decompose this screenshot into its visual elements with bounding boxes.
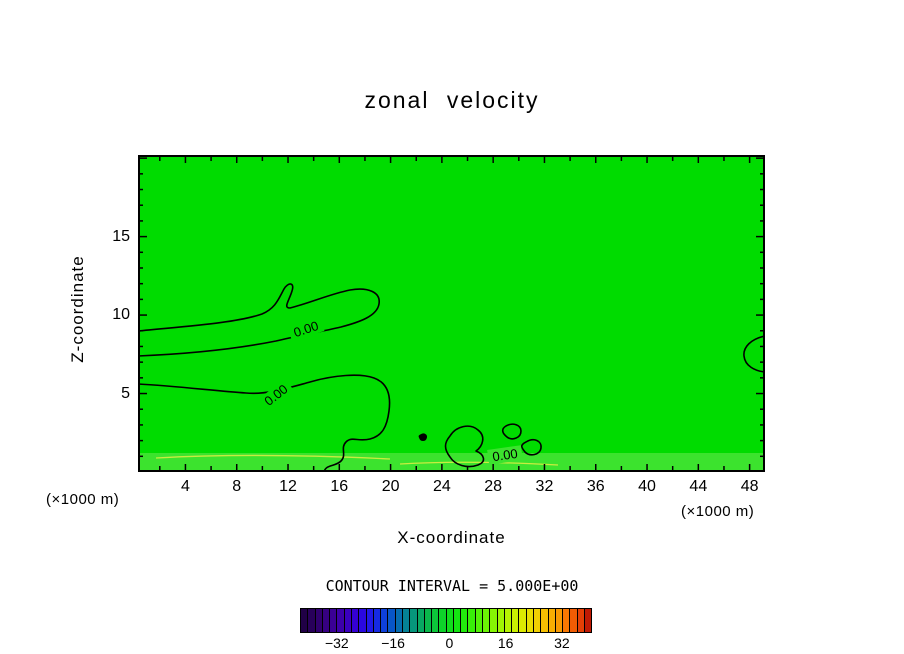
x-tick-label: 40 <box>638 478 656 495</box>
colorbar-segment <box>337 609 344 632</box>
contour-interval-text: CONTOUR INTERVAL = 5.000E+00 <box>325 577 579 595</box>
y-axis-units: (×1000 m) <box>46 491 120 508</box>
x-tick-label: 8 <box>232 478 242 495</box>
x-tick-label: 16 <box>330 478 349 495</box>
colorbar-segment <box>570 609 577 632</box>
colorbar-segment <box>395 609 402 632</box>
colorbar-segment <box>504 609 512 632</box>
colorbar-segment <box>351 609 359 632</box>
colorbar-tick-label: −32 <box>324 635 349 651</box>
x-tick-label: 36 <box>586 478 605 495</box>
x-tick-label: 20 <box>381 478 400 495</box>
x-tick-label: 4 <box>180 478 190 495</box>
colorbar-segment <box>417 609 424 632</box>
colorbar-segment <box>577 609 584 632</box>
colorbar-segment <box>373 609 381 632</box>
x-tick-label: 24 <box>432 478 451 495</box>
colorbar-segment <box>453 609 461 632</box>
colorbar-segment <box>512 609 519 632</box>
colorbar-segment <box>366 609 373 632</box>
colorbar-tick-label: 0 <box>445 635 454 651</box>
colorbar-segment <box>490 609 497 632</box>
colorbar-segment <box>381 609 388 632</box>
y-tick-label: 5 <box>121 384 130 402</box>
colorbar-segment <box>563 609 570 632</box>
colorbar-segment <box>359 609 366 632</box>
colorbar-segment <box>388 609 395 632</box>
colorbar-segment <box>584 609 592 632</box>
colorbar-segment <box>446 609 453 632</box>
x-axis-units: (×1000 m) <box>681 503 755 520</box>
x-tick-label: 48 <box>740 478 759 495</box>
y-axis-tick-labels: 5 10 15 <box>0 155 130 472</box>
colorbar-segment <box>330 609 337 632</box>
contour-plot: 0.000.000.00 <box>138 155 765 472</box>
colorbar-segment <box>548 609 555 632</box>
colorbar-segment <box>424 609 432 632</box>
chart-title: zonal velocity <box>364 87 540 113</box>
colorbar-segment <box>497 609 504 632</box>
x-tick-label: 32 <box>535 478 554 495</box>
colorbar-segment <box>322 609 330 632</box>
colorbar-segment <box>519 609 526 632</box>
colorbar-segment <box>461 609 468 632</box>
colorbar-segment <box>475 609 483 632</box>
colorbar-tick-labels: −32 −16 0 16 32 <box>300 635 590 653</box>
colorbar-segment <box>534 609 541 632</box>
colorbar-segment <box>308 609 315 632</box>
colorbar-segment <box>344 609 351 632</box>
colorbar-segment <box>402 609 410 632</box>
colorbar-segment <box>526 609 533 632</box>
colorbar <box>300 608 592 633</box>
colorbar-segment <box>555 609 563 632</box>
colorbar-tick-label: 16 <box>497 635 514 651</box>
y-tick-label: 15 <box>112 227 130 245</box>
colorbar-segment <box>315 609 322 632</box>
colorbar-tick-label: −16 <box>381 635 405 651</box>
colorbar-segment <box>468 609 475 632</box>
plot-area: 0.00 0.00 0.00 <box>138 155 765 472</box>
colorbar-segment <box>432 609 439 632</box>
x-tick-label: 28 <box>484 478 503 495</box>
colorbar-segment <box>541 609 548 632</box>
colorbar-segment <box>439 609 446 632</box>
x-tick-label: 44 <box>689 478 708 495</box>
svg-text:0.00: 0.00 <box>491 446 518 464</box>
colorbar-tick-label: 32 <box>554 635 570 651</box>
x-axis-tick-labels: 4 8 12 16 20 24 28 32 36 40 44 48 <box>138 478 765 498</box>
y-tick-label: 10 <box>112 306 130 324</box>
colorbar-segment <box>301 609 308 632</box>
colorbar-segment <box>410 609 417 632</box>
svg-text:0.00: 0.00 <box>292 318 321 340</box>
x-axis-label: X-coordinate <box>397 528 506 547</box>
x-tick-label: 12 <box>279 478 297 495</box>
colorbar-segment <box>483 609 490 632</box>
